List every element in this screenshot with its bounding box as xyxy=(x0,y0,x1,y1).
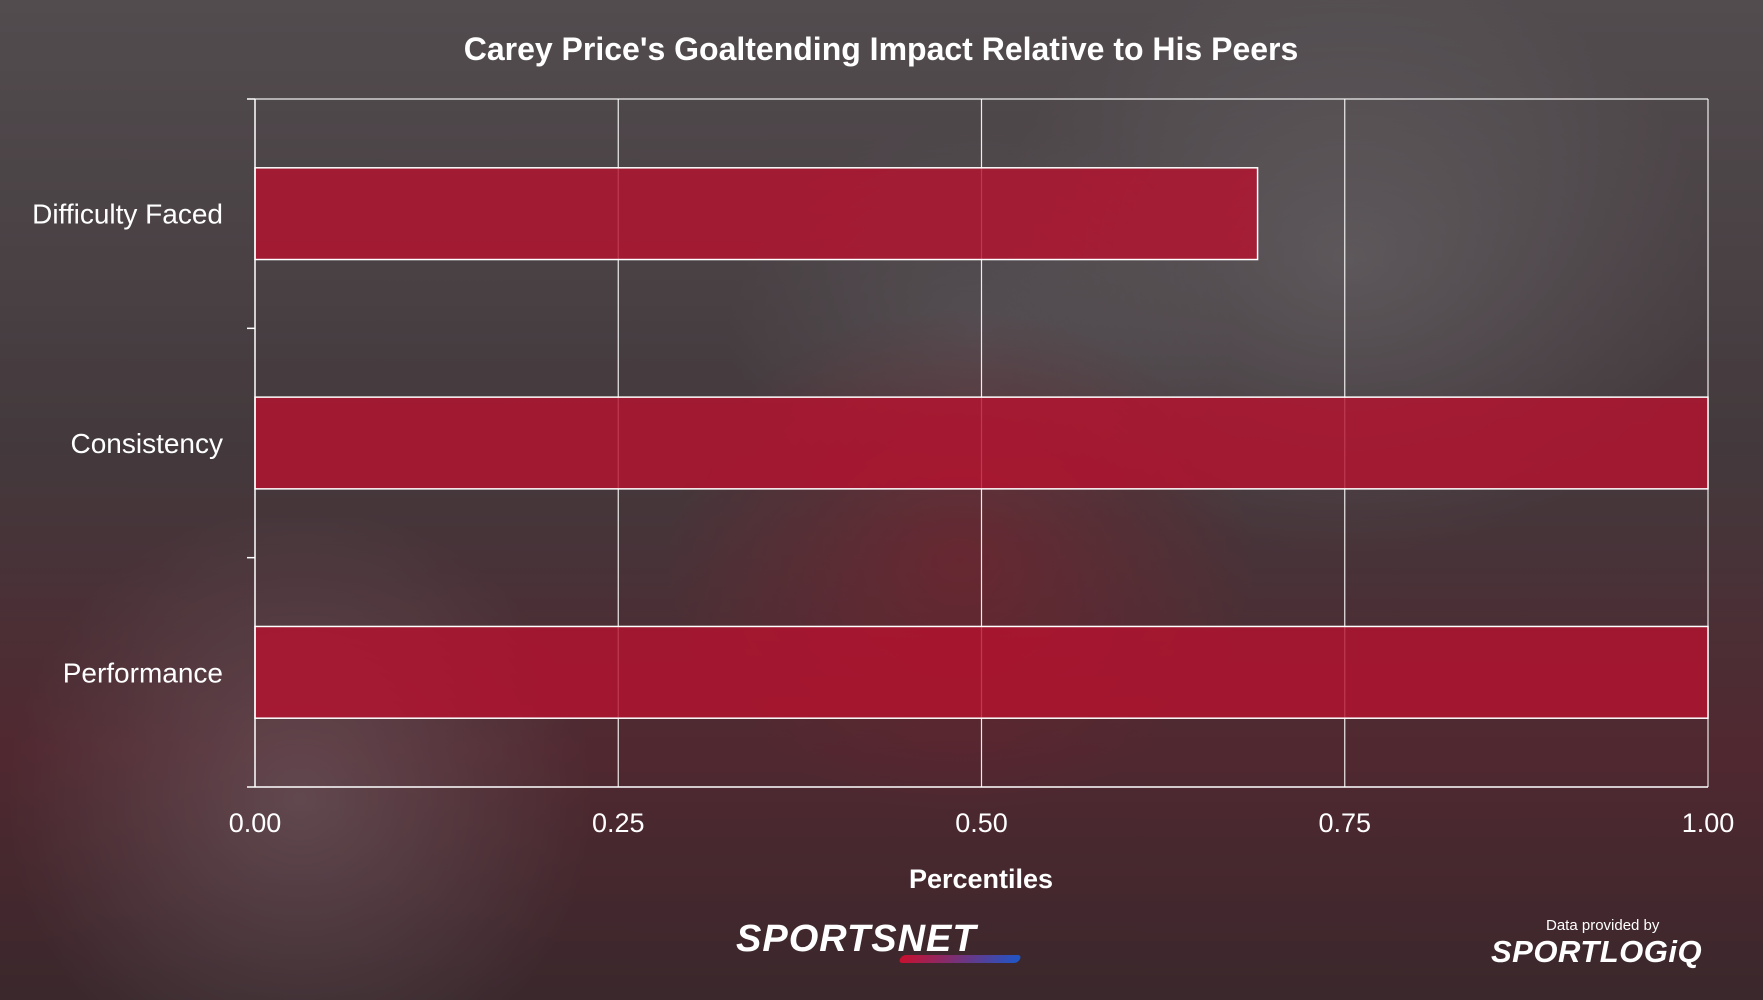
bar-consistency xyxy=(254,396,1709,490)
x-tick-label-1.00: 1.00 xyxy=(1682,808,1735,838)
x-tick-label-0.25: 0.25 xyxy=(592,808,645,838)
bars xyxy=(254,167,1709,719)
bar-difficulty-faced xyxy=(254,167,1259,261)
y-tick-label-performance: Performance xyxy=(63,657,223,688)
sportsnet-logo: SPORTSNET xyxy=(736,918,977,960)
y-tick-label-difficulty-faced: Difficulty Faced xyxy=(32,199,223,230)
sportsnet-swoosh-icon xyxy=(898,955,1022,963)
chart-title: Carey Price's Goaltending Impact Relativ… xyxy=(464,31,1299,67)
sportlogiq-logo: SPORTLOGiQ xyxy=(1491,934,1703,969)
x-tick-label-0.75: 0.75 xyxy=(1318,808,1371,838)
x-tick-label-0.00: 0.00 xyxy=(229,808,282,838)
axes xyxy=(247,98,1708,788)
x-tick-label-0.50: 0.50 xyxy=(955,808,1008,838)
bar-performance xyxy=(254,625,1709,719)
y-tick-label-consistency: Consistency xyxy=(70,428,223,459)
data-provider-label: Data provided by xyxy=(1546,917,1660,934)
x-axis-tick-labels: 0.00 0.25 0.50 0.75 1.00 xyxy=(229,808,1735,838)
x-axis-title: Percentiles xyxy=(909,864,1053,894)
y-axis-labels: Difficulty Faced Consistency Performance xyxy=(32,199,223,689)
